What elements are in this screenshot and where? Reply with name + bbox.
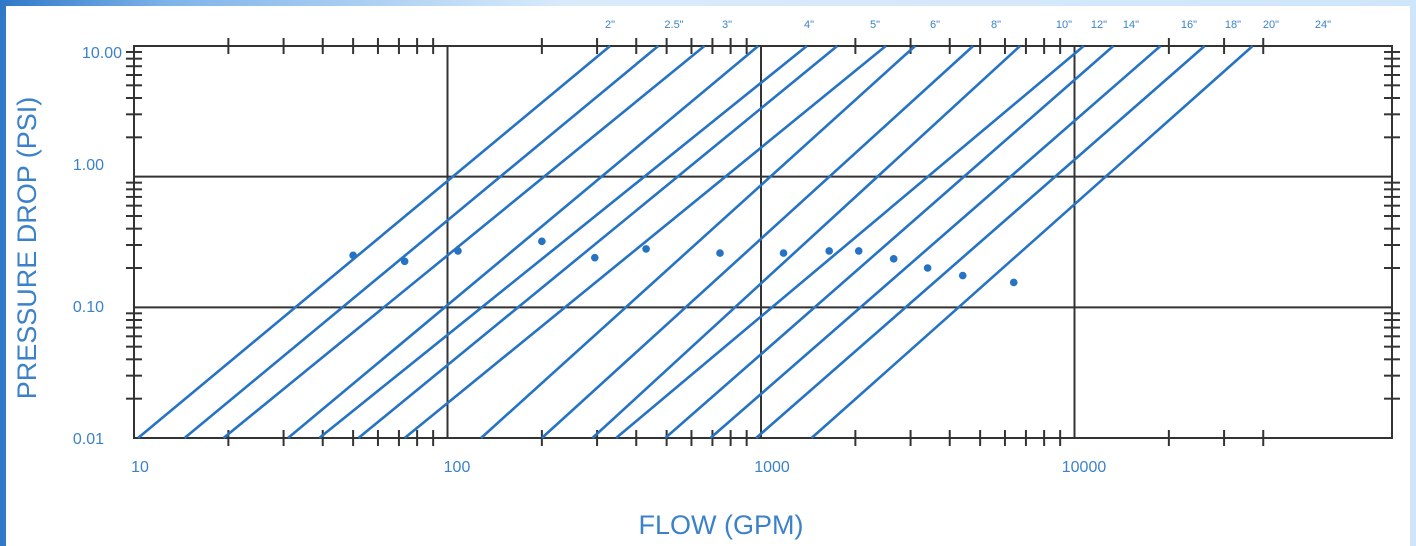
- pipe-size-label: 2": [605, 19, 615, 31]
- y-tick-label-10.00: 10.00: [82, 45, 122, 62]
- series-line-7: [480, 45, 916, 439]
- series-marker-1: [400, 257, 409, 266]
- series-line-8: [540, 45, 975, 439]
- series-marker-2: [454, 247, 462, 255]
- pipe-size-labels: 2" 2.5" 3" 4" 5" 6" 8" 10" 12" 14" 16" 18" 20" 24": [605, 19, 1331, 31]
- series-marker-5: [642, 245, 650, 253]
- series-marker-11: [923, 264, 932, 272]
- series-markers: [349, 237, 1018, 287]
- series-line-3: [287, 45, 760, 439]
- pipe-size-label: 24": [1315, 19, 1331, 31]
- series-line-2: [222, 44, 706, 440]
- pipe-size-label: 18": [1225, 19, 1241, 31]
- grid: [133, 45, 1393, 439]
- pipe-size-label: 12": [1091, 19, 1107, 31]
- pipe-size-label: 16": [1181, 19, 1197, 31]
- series-line-1: [183, 44, 660, 440]
- series-marker-12: [958, 271, 967, 280]
- x-axis-label: FLOW (GPM): [639, 510, 804, 540]
- series-marker-6: [716, 249, 724, 257]
- x-tick-label-100: 100: [444, 459, 471, 476]
- series-line-10: [615, 45, 1085, 439]
- y-tick-label-1.00: 1.00: [73, 157, 104, 174]
- series-line-5: [357, 44, 839, 440]
- series-line-13: [755, 45, 1206, 439]
- pipe-size-label: 14": [1123, 19, 1139, 31]
- axis-ticks: [126, 38, 1400, 446]
- series-marker-7: [779, 249, 788, 257]
- series-line-4: [318, 44, 808, 440]
- x-tick-label-10000: 10000: [1062, 459, 1107, 476]
- series-line-11: [664, 45, 1115, 439]
- series-marker-13: [1009, 278, 1018, 287]
- pipe-size-label: 5": [870, 19, 880, 31]
- series-line-0: [137, 44, 611, 440]
- series-line-12: [709, 45, 1162, 439]
- series-marker-4: [590, 253, 599, 262]
- pipe-size-label: 4": [804, 19, 814, 31]
- pipe-size-label: 8": [991, 19, 1001, 31]
- pipe-size-label: 6": [930, 19, 940, 31]
- y-tick-labels: 0.01 0.10 1.00 10.00: [73, 45, 122, 448]
- series-marker-0: [349, 251, 357, 260]
- pipe-size-label: 3": [722, 19, 732, 31]
- pipe-size-label: 10": [1056, 19, 1072, 31]
- pipe-size-label: 2.5": [664, 19, 683, 31]
- series-marker-10: [889, 255, 898, 263]
- series-line-6: [403, 44, 887, 440]
- series-line-14: [810, 45, 1254, 439]
- series-marker-3: [538, 237, 546, 246]
- pressure-drop-chart: 0.01 0.10 1.00 10.00 10 100 1000 10000 F…: [12, 19, 1400, 540]
- x-tick-label-1000: 1000: [754, 459, 790, 476]
- plot-border: [133, 45, 1393, 439]
- series-lines: [137, 44, 1254, 440]
- x-tick-label-10: 10: [131, 459, 149, 476]
- x-tick-labels: 10 100 1000 10000: [131, 459, 1106, 476]
- chart-frame: 0.01 0.10 1.00 10.00 10 100 1000 10000 F…: [6, 6, 1410, 546]
- y-axis-label: PRESSURE DROP (PSI): [12, 97, 42, 400]
- y-tick-label-0.10: 0.10: [73, 299, 104, 316]
- pipe-size-label: 20": [1263, 19, 1279, 31]
- series-marker-9: [854, 247, 863, 255]
- y-tick-label-0.01: 0.01: [73, 431, 104, 448]
- series-line-9: [591, 45, 1021, 439]
- series-marker-8: [825, 247, 833, 255]
